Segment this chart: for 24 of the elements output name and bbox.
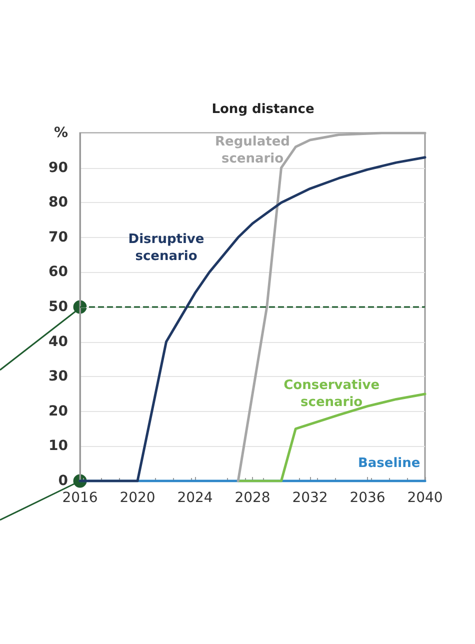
line-series: [236, 392, 426, 482]
series-label: Baseline: [358, 456, 420, 472]
series-label: Regulated scenario: [215, 134, 290, 166]
y-tick-label: 70: [48, 229, 68, 246]
y-tick-label: 20: [48, 403, 68, 420]
series-label: Disruptive scenario: [128, 232, 204, 264]
y-tick-label: 60: [48, 264, 68, 280]
x-tick-label: 2040: [407, 490, 443, 506]
y-tick-label: 50: [48, 299, 68, 315]
series-label: Conservative scenario: [284, 378, 380, 410]
y-tick-label: 90: [48, 160, 68, 176]
x-tick-label: 2024: [177, 490, 213, 506]
x-tick-label: 2020: [120, 490, 156, 506]
y-tick-label: 40: [48, 334, 68, 350]
y-tick-label: 0: [58, 473, 68, 489]
y-tick-label: 10: [48, 438, 68, 454]
x-tick-label: 2016: [62, 490, 98, 506]
y-tick-label: 80: [48, 194, 68, 211]
chart-title: Long distance: [212, 102, 314, 117]
x-tick-label: 2028: [234, 490, 270, 506]
x-tick-label: 2036: [350, 490, 386, 506]
y-tick-label: %: [54, 125, 68, 141]
x-tick-label: 2032: [292, 490, 328, 506]
y-tick-label: 30: [48, 368, 68, 385]
